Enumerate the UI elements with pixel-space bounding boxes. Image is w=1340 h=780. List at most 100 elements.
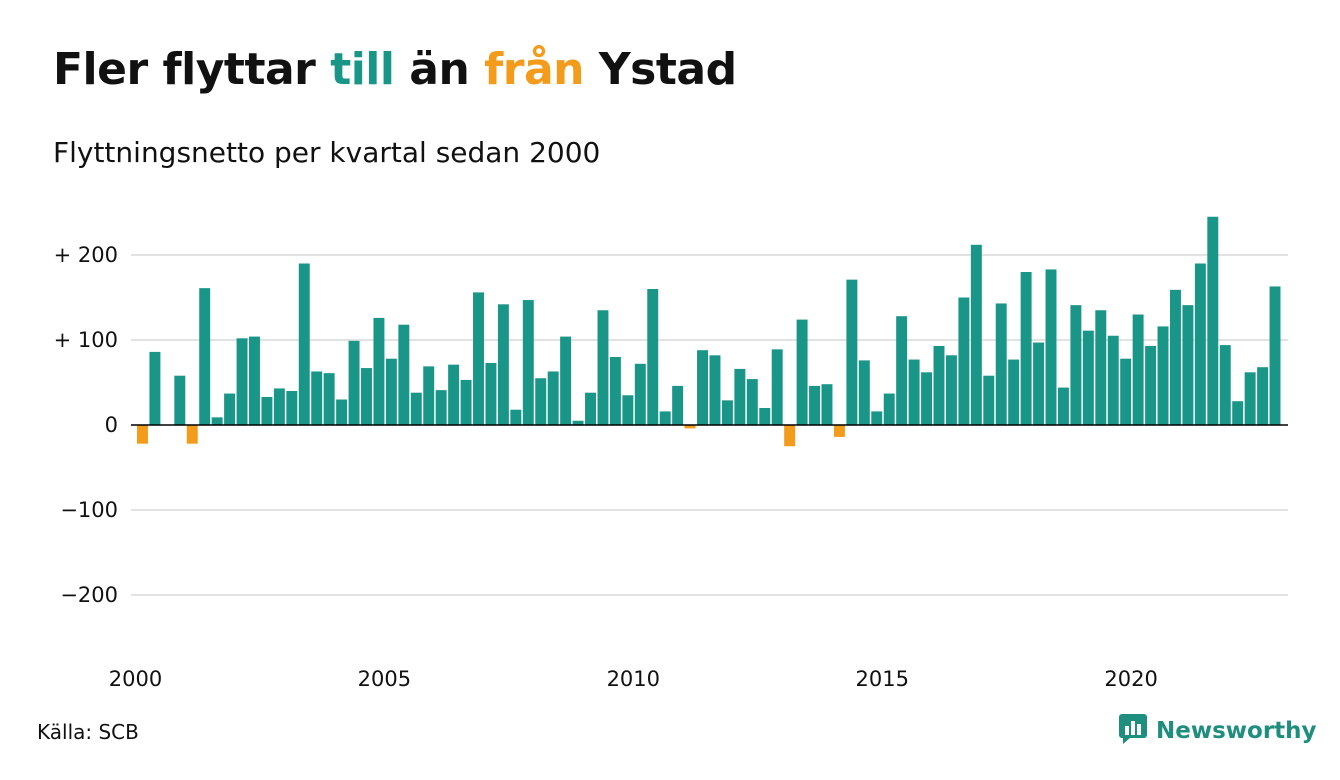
bar	[510, 409, 522, 425]
bar	[921, 372, 933, 425]
bar	[609, 357, 621, 425]
bar	[1194, 263, 1206, 425]
bar	[236, 338, 248, 425]
bar	[211, 417, 223, 425]
bar	[572, 420, 584, 425]
bar	[224, 393, 236, 425]
bar	[659, 411, 671, 425]
bar	[970, 244, 982, 425]
bar	[249, 336, 260, 425]
title-highlight-fran: från	[484, 44, 584, 95]
bar	[858, 360, 870, 425]
bar	[336, 399, 348, 425]
bar	[348, 340, 360, 425]
bar	[1232, 401, 1244, 425]
bar	[1169, 289, 1181, 425]
bar	[684, 425, 696, 429]
y-tick-label: + 200	[54, 243, 118, 267]
bar	[373, 317, 385, 425]
x-tick-label: 2010	[607, 667, 660, 691]
bar	[721, 400, 733, 425]
bar	[983, 375, 995, 425]
title-part-1: Fler flyttar	[53, 44, 331, 95]
y-tick-label: −200	[60, 583, 118, 607]
bar	[1132, 314, 1144, 425]
bar	[1020, 272, 1032, 425]
title-part-5: Ystad	[583, 44, 737, 95]
bar	[622, 395, 634, 425]
bar	[149, 351, 161, 425]
bar	[560, 336, 572, 425]
bar	[1207, 216, 1219, 425]
x-tick-label: 2005	[358, 667, 411, 691]
bar	[759, 408, 771, 425]
brand-logo[interactable]: Newsworthy	[1118, 713, 1317, 749]
bar	[1182, 305, 1194, 425]
bars	[137, 216, 1281, 447]
bar	[995, 303, 1007, 425]
y-axis-ticks: + 200 + 100 0 −100 −200	[54, 243, 118, 607]
newsworthy-logo-icon	[1118, 713, 1148, 749]
x-axis-ticks: 2000 2005 2010 2015 2020	[109, 667, 1158, 691]
bar	[846, 279, 858, 425]
bar	[460, 379, 472, 425]
bar	[298, 263, 310, 425]
bar	[871, 411, 883, 425]
bar	[821, 384, 833, 425]
bar	[286, 391, 298, 425]
bar	[398, 324, 410, 425]
bar	[1257, 367, 1269, 425]
bar	[323, 373, 335, 425]
bar	[1082, 330, 1094, 425]
chart-title: Fler flyttar till än från Ystad	[53, 44, 737, 95]
bar	[361, 368, 372, 425]
x-tick-label: 2015	[855, 667, 908, 691]
bar	[784, 425, 796, 447]
bar	[1219, 345, 1231, 425]
bar	[1045, 269, 1057, 425]
source-note: Källa: SCB	[37, 720, 139, 744]
bar	[833, 425, 845, 437]
bar	[933, 345, 945, 425]
bar	[1157, 326, 1169, 425]
bar	[1107, 335, 1119, 425]
bar	[672, 385, 684, 425]
y-tick-label: 0	[105, 413, 118, 437]
bar	[186, 425, 198, 444]
bar	[385, 358, 397, 425]
bar	[1120, 358, 1132, 425]
bar	[896, 316, 908, 425]
bar	[473, 292, 484, 425]
bar	[1095, 310, 1107, 425]
bar	[585, 392, 596, 425]
bar	[448, 364, 460, 425]
bar	[709, 355, 721, 425]
bar	[796, 319, 808, 425]
bar	[423, 366, 435, 425]
bar	[311, 371, 323, 425]
bar	[273, 388, 285, 425]
bar	[522, 300, 534, 425]
bar	[1008, 359, 1020, 425]
bar	[1070, 305, 1082, 425]
x-tick-label: 2000	[109, 667, 162, 691]
bar	[535, 378, 547, 425]
bar	[746, 379, 758, 425]
gridlines	[131, 254, 1288, 596]
bar	[1145, 345, 1157, 425]
x-tick-label: 2020	[1104, 667, 1157, 691]
bar	[174, 375, 186, 425]
bar	[1033, 342, 1045, 425]
title-part-3: än	[394, 44, 485, 95]
bar	[634, 363, 646, 425]
y-tick-label: + 100	[54, 328, 118, 352]
y-tick-label: −100	[60, 498, 118, 522]
bar	[435, 390, 447, 425]
bar	[771, 349, 783, 425]
chart-subtitle: Flyttningsnetto per kvartal sedan 2000	[53, 136, 601, 169]
bar-chart: + 200 + 100 0 −100 −200 2000 2005 2010 2015 2020	[54, 216, 1288, 691]
bar	[647, 289, 659, 425]
bar	[1057, 387, 1069, 425]
bar	[137, 425, 148, 444]
bar	[497, 304, 509, 425]
